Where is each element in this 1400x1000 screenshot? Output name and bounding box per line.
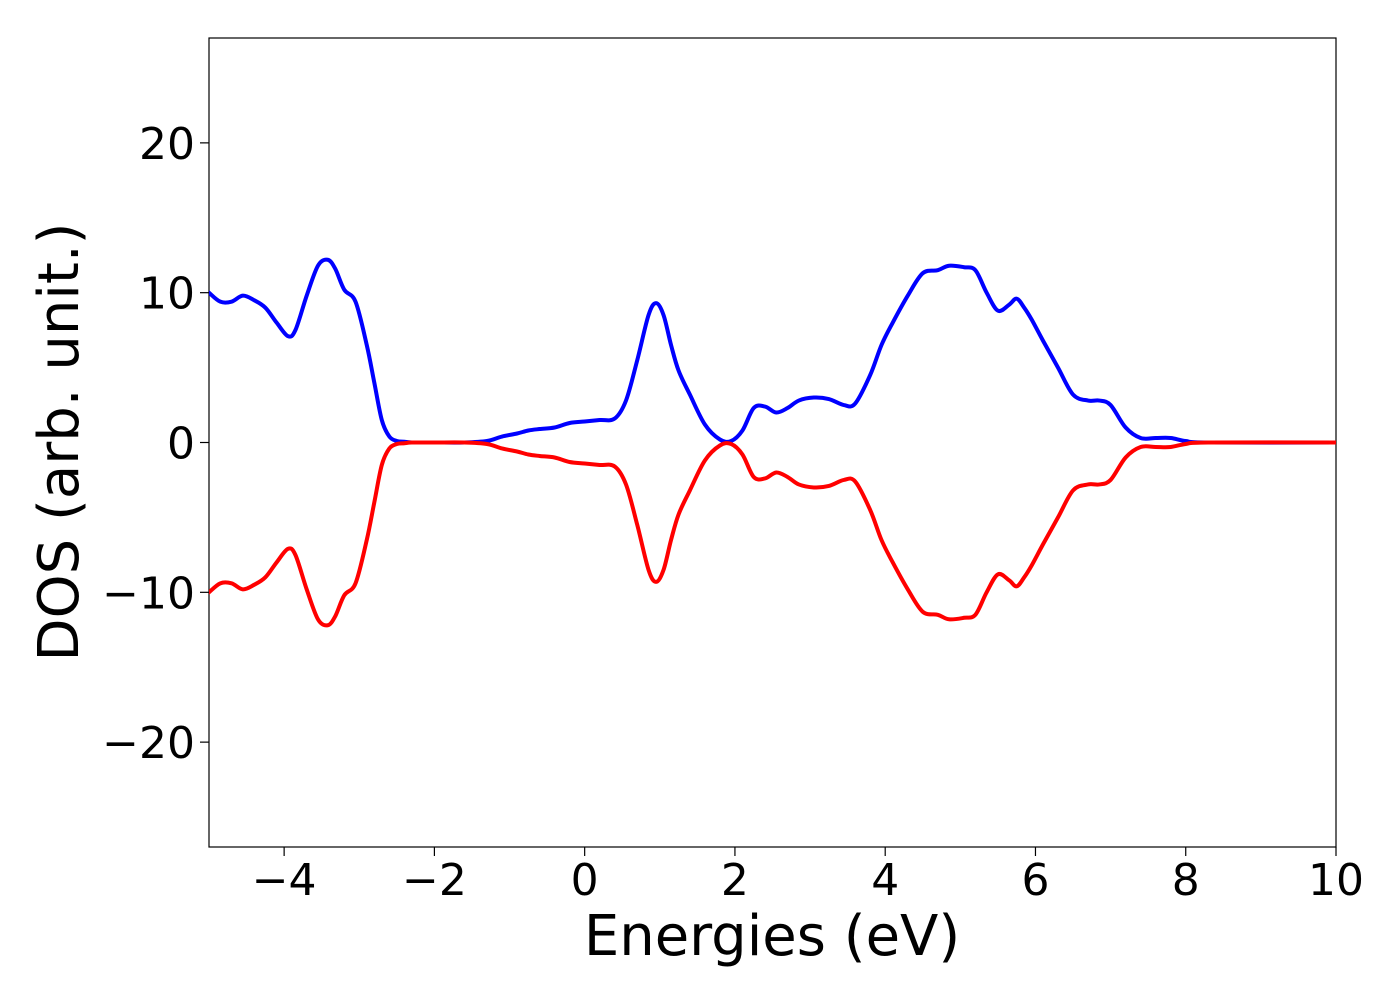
x-tick-label: 4 [871, 855, 899, 906]
y-tick-label: 20 [139, 119, 195, 170]
y-axis-label: DOS (arb. unit.) [27, 222, 92, 661]
x-tick-label: 6 [1021, 855, 1049, 906]
x-tick-label: −4 [252, 855, 317, 906]
x-tick-label: 8 [1172, 855, 1200, 906]
x-axis-label: Energies (eV) [584, 904, 960, 969]
y-tick-label: −20 [102, 718, 195, 769]
x-tick-label: 0 [571, 855, 599, 906]
y-tick-label: 0 [167, 419, 195, 470]
series-layer [209, 257, 1336, 628]
y-tick-label: 10 [139, 269, 195, 320]
plot-frame [208, 37, 1337, 848]
series-line-2 [209, 440, 1336, 628]
y-tick-label: −10 [102, 568, 195, 619]
x-tick-label: 2 [721, 855, 749, 906]
series-line-1 [209, 257, 1336, 445]
y-axis-ticks: −20 −10 0 10 20 [102, 119, 209, 769]
x-axis-ticks: −4 −2 0 2 4 6 8 10 [252, 847, 1364, 906]
x-tick-label: 10 [1308, 855, 1364, 906]
x-tick-label: −2 [402, 855, 467, 906]
